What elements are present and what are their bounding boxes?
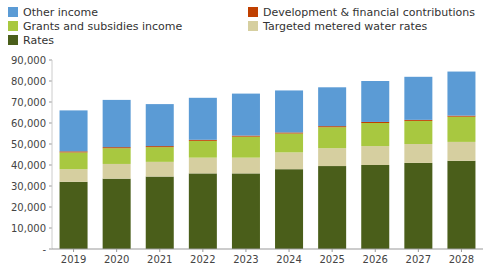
bar-segment xyxy=(60,169,88,182)
bar-segment xyxy=(318,166,346,249)
bar-segment xyxy=(318,126,346,127)
bar-segment xyxy=(146,104,174,146)
legend-swatch xyxy=(248,7,258,17)
y-tick-label: 50,000 xyxy=(11,139,46,150)
x-tick-label: 2019 xyxy=(61,254,86,265)
x-tick-label: 2020 xyxy=(104,254,129,265)
bar-segment xyxy=(447,116,475,117)
bar-segment xyxy=(146,147,174,162)
bar-segment xyxy=(232,136,260,137)
legend: Other income Development & financial cont… xyxy=(8,6,475,47)
bar-segment xyxy=(275,90,303,132)
legend-label: Grants and subsidies income xyxy=(23,20,183,33)
bar-segment xyxy=(189,141,217,158)
y-axis-line xyxy=(52,60,53,249)
legend-swatch xyxy=(248,21,258,31)
bar-segment xyxy=(232,158,260,174)
bar-segment xyxy=(318,127,346,148)
y-tick-label: 90,000 xyxy=(11,55,46,66)
bar-segment xyxy=(103,100,131,147)
x-tick-label: 2021 xyxy=(147,254,172,265)
bar-segment xyxy=(361,81,389,122)
x-tick xyxy=(73,249,74,252)
x-tick xyxy=(116,249,117,252)
x-tick-label: 2022 xyxy=(190,254,215,265)
y-tick-label: 20,000 xyxy=(11,202,46,213)
x-tick-label: 2028 xyxy=(449,254,474,265)
x-tick xyxy=(202,249,203,252)
bar-segment xyxy=(447,117,475,142)
x-tick xyxy=(159,249,160,252)
bar-segment xyxy=(146,162,174,177)
bar-segment xyxy=(447,142,475,161)
bar-segment xyxy=(275,134,303,153)
bar-segment xyxy=(404,121,432,144)
x-tick-label: 2024 xyxy=(276,254,301,265)
bar-segment xyxy=(361,123,389,146)
legend-label: Rates xyxy=(23,34,54,47)
y-tick-label: 10,000 xyxy=(11,223,46,234)
bar-segment xyxy=(275,169,303,249)
bar-segment xyxy=(189,158,217,174)
bar-segment xyxy=(318,148,346,166)
bar-segment xyxy=(103,148,131,164)
y-tick-label: 80,000 xyxy=(11,76,46,87)
x-tick xyxy=(418,249,419,252)
bar-segment xyxy=(361,122,389,123)
bar-segment xyxy=(60,182,88,249)
bar-segment xyxy=(404,77,432,120)
bar-segment xyxy=(189,173,217,249)
y-tick-label: 70,000 xyxy=(11,97,46,108)
x-tick-label: 2027 xyxy=(406,254,431,265)
legend-swatch xyxy=(8,21,18,31)
bar-segment xyxy=(447,161,475,249)
bar-segment xyxy=(404,144,432,163)
y-tick-label: - xyxy=(42,244,46,255)
legend-label: Targeted metered water rates xyxy=(262,20,428,33)
bar-segment xyxy=(103,147,131,148)
x-tick-label: 2023 xyxy=(233,254,258,265)
bar-segment xyxy=(60,151,88,152)
bar-segment xyxy=(232,94,260,136)
legend-label: Development & financial contributions xyxy=(263,6,475,19)
bars xyxy=(60,72,476,249)
bar-segment xyxy=(103,164,131,179)
bar-segment xyxy=(318,87,346,126)
legend-label: Other income xyxy=(23,6,98,19)
x-tick xyxy=(332,249,333,252)
x-tick xyxy=(245,249,246,252)
x-axis: 2019 2020 2021 2022 2023 2024 2025 2026 2027 2028 xyxy=(52,249,483,265)
legend-swatch xyxy=(8,35,18,45)
bar-segment xyxy=(146,146,174,147)
y-tick-label: 40,000 xyxy=(11,160,46,171)
x-tick xyxy=(289,249,290,252)
bar-segment xyxy=(361,146,389,165)
bar-segment xyxy=(60,110,88,151)
bar-segment xyxy=(232,173,260,249)
chart: Other income Development & financial cont… xyxy=(0,0,493,273)
x-tick-label: 2025 xyxy=(319,254,344,265)
x-tick xyxy=(375,249,376,252)
y-axis: - 10,000 20,000 30,000 40,000 50,000 60,000 70,… xyxy=(11,55,52,255)
y-tick-label: 30,000 xyxy=(11,181,46,192)
bar-segment xyxy=(189,140,217,141)
bar-segment xyxy=(404,163,432,249)
bar-segment xyxy=(103,179,131,249)
bar-segment xyxy=(60,152,88,169)
bar-segment xyxy=(189,98,217,140)
y-tick-label: 60,000 xyxy=(11,118,46,129)
bar-segment xyxy=(232,137,260,158)
bar-segment xyxy=(361,165,389,249)
legend-swatch xyxy=(8,7,18,17)
x-tick xyxy=(461,249,462,252)
bar-segment xyxy=(275,152,303,169)
x-tick-label: 2026 xyxy=(363,254,388,265)
bar-segment xyxy=(275,132,303,133)
bar-segment xyxy=(404,120,432,121)
bar-segment xyxy=(146,177,174,249)
bar-segment xyxy=(447,72,475,116)
